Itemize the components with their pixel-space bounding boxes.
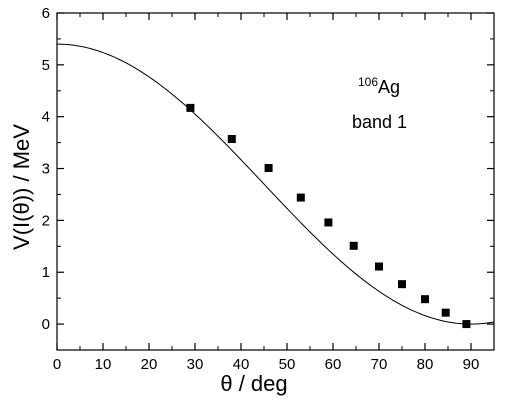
theory-curve <box>56 43 495 325</box>
x-tick-label: 10 <box>95 356 112 373</box>
x-tick-label: 80 <box>417 356 434 373</box>
nucleus-mass-number: 106 <box>358 75 378 89</box>
x-tick-label: 20 <box>141 356 158 373</box>
y-tick-label: 4 <box>42 109 50 126</box>
data-point <box>421 295 429 304</box>
band-annotation: band 1 <box>352 112 407 132</box>
x-tick-label: 50 <box>279 356 296 373</box>
x-tick-label: 30 <box>187 356 204 373</box>
data-point <box>375 262 383 271</box>
x-tick-label: 70 <box>371 356 388 373</box>
x-tick-label: 90 <box>463 356 480 373</box>
nucleus-annotation: 106Ag <box>358 75 400 97</box>
nucleus-symbol: Ag <box>378 77 400 97</box>
y-tick-label: 0 <box>42 316 50 333</box>
data-point <box>186 103 195 112</box>
data-point <box>324 218 333 227</box>
y-tick-label: 3 <box>42 161 50 178</box>
data-point <box>264 164 273 173</box>
plot-frame <box>56 12 495 351</box>
y-tick-label: 6 <box>42 5 50 22</box>
x-tick-label: 0 <box>53 356 61 373</box>
data-point <box>462 320 471 329</box>
y-tick-label: 5 <box>42 57 50 74</box>
data-point <box>227 134 236 143</box>
y-tick-label: 1 <box>42 264 50 281</box>
x-tick-label: 40 <box>233 356 250 373</box>
data-point <box>398 280 406 289</box>
data-point <box>349 241 358 250</box>
y-axis-title: V(I(θ)) / MeV <box>9 124 34 250</box>
data-point <box>441 308 450 317</box>
x-tick-label: 60 <box>325 356 342 373</box>
plot-area: 0 10 20 30 40 50 60 70 80 90 0 1 2 3 4 5 6 <box>42 5 495 373</box>
y-tick-label: 2 <box>42 212 50 229</box>
x-axis-title: θ / deg <box>220 371 287 396</box>
data-point <box>296 193 305 202</box>
